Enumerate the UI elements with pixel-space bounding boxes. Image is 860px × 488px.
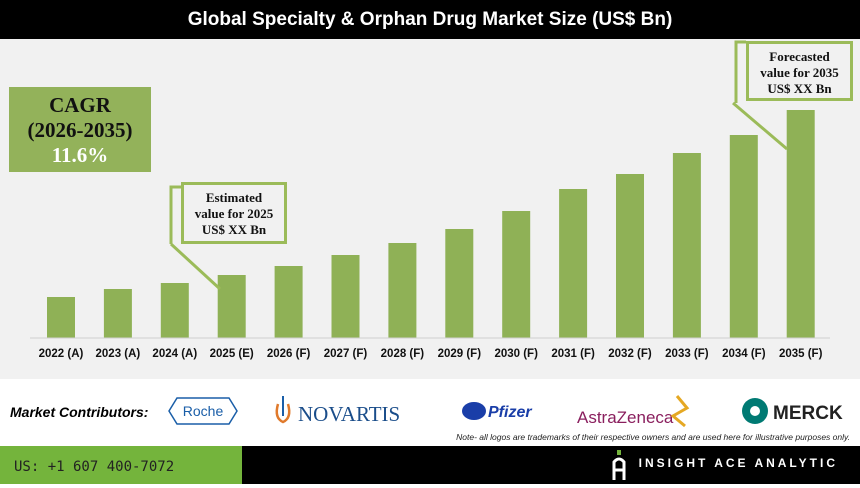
bar-2034 — [729, 135, 758, 338]
bar-2024 — [160, 283, 189, 338]
x-tick-label: 2028 (F) — [381, 348, 425, 360]
x-tick-label: 2032 (F) — [608, 348, 652, 360]
insight-ace-logo-icon — [612, 450, 626, 480]
callout-text: Estimated — [205, 190, 263, 205]
callout-bracket-2035 — [734, 40, 746, 103]
roche-logo: Roche — [167, 394, 239, 428]
bar-2029 — [445, 229, 474, 338]
x-tick-label: 2030 (F) — [494, 348, 538, 360]
x-tick-label: 2027 (F) — [324, 348, 368, 360]
x-tick-label: 2035 (F) — [779, 348, 823, 360]
trademark-note: Note- all logos are trademarks of their … — [456, 432, 850, 442]
astrazeneca-logo: AstraZeneca — [577, 394, 697, 428]
bar-2027 — [331, 255, 360, 338]
callout-pointer-2025 — [169, 242, 222, 291]
svg-text:AstraZeneca: AstraZeneca — [577, 408, 674, 427]
x-tick-label: 2029 (F) — [438, 348, 482, 360]
bar-2035 — [786, 110, 815, 338]
contributors-label: Market Contributors: — [10, 404, 149, 420]
market-contributors: Market Contributors: Roche NOVARTIS Pfiz… — [0, 380, 860, 446]
cagr-value: 11.6% — [51, 143, 109, 167]
x-tick-label: 2031 (F) — [551, 348, 595, 360]
callout-pointer-2035 — [732, 101, 788, 151]
footer: US: +1 607 400-7072 INSIGHT ACE ANALYTIC — [0, 446, 860, 484]
svg-text:Pfizer: Pfizer — [488, 404, 532, 421]
bar-2030 — [502, 211, 531, 338]
callout-text: value for 2035 — [760, 65, 839, 80]
x-tick-label: 2033 (F) — [665, 348, 709, 360]
x-tick-label: 2023 (A) — [96, 348, 141, 360]
merck-logo: MERCK — [740, 394, 845, 428]
pfizer-logo: Pfizer — [460, 394, 550, 428]
x-tick-label: 2022 (A) — [39, 348, 84, 360]
callout-estimated: Estimated value for 2025 US$ XX Bn — [181, 182, 287, 244]
svg-text:NOVARTIS: NOVARTIS — [298, 402, 400, 426]
bar-2033 — [672, 153, 701, 338]
bar-2032 — [616, 174, 644, 338]
bar-chart: 2022 (A) 2023 (A) 2024 (A) 2025 (E) 2026 (F)… — [30, 40, 830, 360]
svg-text:Roche: Roche — [183, 403, 224, 419]
cagr-box: CAGR (2026-2035) 11.6% — [9, 87, 151, 172]
callout-forecasted: Forecasted value for 2035 US$ XX Bn — [746, 41, 853, 101]
brand-name: INSIGHT ACE ANALYTIC — [638, 456, 838, 470]
x-tick-label: 2026 (F) — [267, 348, 311, 360]
x-tick-label: 2034 (F) — [722, 348, 766, 360]
svg-text:MERCK: MERCK — [773, 403, 843, 424]
bar-2031 — [559, 189, 588, 338]
cagr-period: (2026-2035) — [27, 118, 133, 142]
bar-2028 — [388, 243, 417, 338]
x-tick-label: 2025 (E) — [210, 348, 254, 360]
plot-area: 2022 (A) 2023 (A) 2024 (A) 2025 (E) 2026 (F)… — [0, 39, 860, 379]
chart-title: Global Specialty & Orphan Drug Market Si… — [0, 0, 860, 39]
bar-2026 — [274, 266, 303, 338]
bar-2025 — [217, 275, 246, 338]
callout-text: US$ XX Bn — [201, 222, 267, 237]
novartis-logo: NOVARTIS — [272, 394, 427, 428]
phone-number: US: +1 607 400-7072 — [0, 446, 242, 484]
callout-text: Forecasted — [769, 49, 830, 64]
bar-2023 — [103, 289, 132, 338]
callout-bracket-2025 — [169, 185, 181, 244]
cagr-label: CAGR — [49, 93, 111, 117]
bar-2022 — [47, 297, 75, 338]
callout-text: value for 2025 — [194, 206, 274, 221]
callout-text: US$ XX Bn — [767, 81, 832, 96]
x-tick-label: 2024 (A) — [152, 348, 197, 360]
